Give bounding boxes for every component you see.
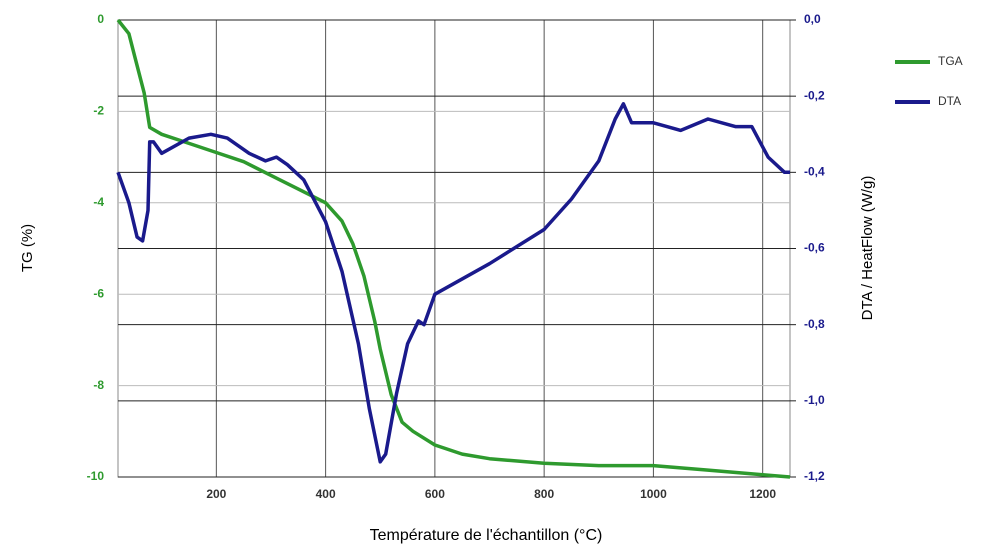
y2-tick-label: -1,2 — [804, 469, 825, 483]
legend-label: DTA — [938, 94, 961, 108]
y-tick-label: -8 — [93, 378, 104, 392]
x-tick-label: 200 — [206, 487, 226, 501]
legend-label: TGA — [938, 54, 963, 68]
y2-tick-label: -1,0 — [804, 393, 825, 407]
y-tick-label: -6 — [93, 286, 104, 300]
x-tick-label: 1200 — [749, 487, 776, 501]
y2-axis-title: DTA / HeatFlow (W/g) — [859, 176, 876, 321]
x-tick-label: 400 — [316, 487, 336, 501]
y-tick-label: 0 — [97, 12, 104, 26]
x-tick-label: 1000 — [640, 487, 667, 501]
y-axis-title: TG (%) — [19, 224, 36, 272]
series-line — [116, 18, 791, 479]
y2-tick-label: -0,4 — [804, 165, 825, 179]
x-tick-label: 800 — [534, 487, 554, 501]
y-tick-label: -10 — [87, 469, 105, 483]
x-axis-title: Température de l'échantillon (°C) — [370, 527, 603, 544]
y-tick-label: -4 — [93, 195, 104, 209]
x-tick-label: 600 — [425, 487, 445, 501]
y2-tick-label: 0,0 — [804, 12, 821, 26]
y2-tick-label: -0,6 — [804, 241, 825, 255]
series-line — [116, 102, 790, 464]
y2-tick-label: -0,2 — [804, 88, 825, 102]
y2-tick-label: -0,8 — [804, 317, 825, 331]
y-tick-label: -2 — [93, 104, 104, 118]
